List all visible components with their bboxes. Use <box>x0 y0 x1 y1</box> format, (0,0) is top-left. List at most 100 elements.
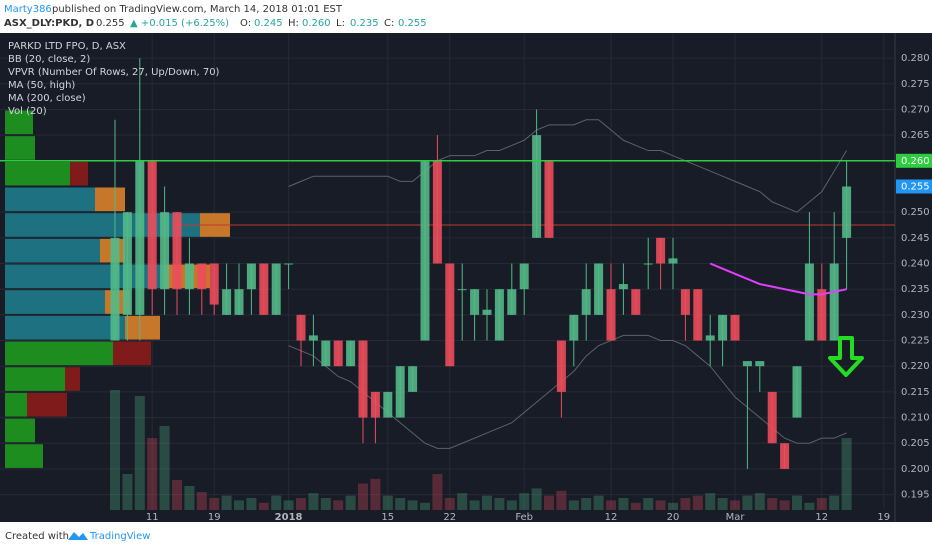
candle-body <box>742 361 752 367</box>
candle-body <box>544 160 554 238</box>
volume-bar <box>382 495 393 510</box>
volume-bar <box>494 498 505 510</box>
volume-bar <box>147 438 158 510</box>
y-tick-label: 0.210 <box>901 413 930 424</box>
brand[interactable]: TradingView <box>89 531 150 542</box>
volume-bar <box>370 478 381 510</box>
candle-body <box>135 160 145 315</box>
candle-body <box>656 237 666 264</box>
profile-down <box>65 367 80 391</box>
legend-item: PARKD LTD FPO, D, ASX <box>8 41 126 52</box>
profile-up <box>5 444 43 468</box>
candle-body <box>507 289 517 315</box>
ohlc-key: H: <box>288 18 299 29</box>
change: ▲ +0.015 (+6.25%) <box>130 18 229 29</box>
candle-body <box>222 289 232 315</box>
candle-body <box>606 289 616 341</box>
candle-body <box>668 258 678 264</box>
volume-bar <box>159 426 170 510</box>
ohlc-key: O: <box>240 18 251 29</box>
candle-body <box>370 391 380 418</box>
candle-body <box>432 160 442 264</box>
bb-upper <box>288 119 848 213</box>
profile-down <box>70 161 88 186</box>
y-tick-label: 0.250 <box>901 207 930 218</box>
y-tick-label: 0.225 <box>901 336 930 347</box>
candle-body <box>730 314 740 341</box>
volume-bar <box>196 492 207 510</box>
volume-bar <box>320 498 331 510</box>
profile-up <box>5 290 105 314</box>
candle-body <box>482 309 492 315</box>
candle-body <box>718 314 728 341</box>
volume-bar <box>209 498 220 510</box>
y-tick-label: 0.195 <box>901 490 930 501</box>
profile-up <box>5 110 33 135</box>
candle-body <box>333 340 343 367</box>
last-price-box <box>896 179 932 194</box>
candle-body <box>383 391 393 418</box>
candle-body <box>631 289 641 315</box>
header-bg <box>0 0 932 33</box>
volume-bar <box>395 498 406 510</box>
volume-bar <box>630 502 641 510</box>
legend-item: MA (50, high) <box>8 80 75 91</box>
candle-body <box>842 186 852 238</box>
volume-bar <box>283 500 294 510</box>
footer-bg <box>0 522 932 550</box>
y-tick-label: 0.215 <box>901 387 930 398</box>
volume-bar <box>717 498 728 510</box>
profile-down <box>95 187 125 212</box>
candle-body <box>792 366 802 418</box>
volume-bar <box>469 500 480 510</box>
author[interactable]: Marty386 <box>4 4 52 15</box>
volume-bar <box>544 495 554 510</box>
ohlc-key: L: <box>336 18 345 29</box>
x-tick-label: 12 <box>815 512 828 523</box>
candle-body <box>470 289 480 315</box>
volume-bar <box>172 480 182 510</box>
candle-body <box>184 263 194 290</box>
y-tick-label: 0.200 <box>901 464 930 475</box>
legend-item: Vol (20) <box>8 106 47 117</box>
candle-body <box>829 263 839 341</box>
x-tick-label: 15 <box>381 512 394 523</box>
candle-body <box>519 263 529 290</box>
volume-bar <box>407 500 418 510</box>
volume-bar <box>345 495 356 510</box>
volume-bar <box>618 498 629 510</box>
y-tick-label: 0.280 <box>901 53 930 64</box>
profile-down <box>27 392 67 417</box>
x-tick-label: 19 <box>877 512 890 523</box>
ohlc-value: 0.235 <box>350 18 379 29</box>
x-tick-label: 19 <box>208 512 221 523</box>
candle-body <box>755 361 765 367</box>
bb-lower <box>288 334 847 449</box>
x-tick-label: 12 <box>605 512 618 523</box>
candle-body <box>494 289 504 341</box>
candle-body <box>693 289 703 341</box>
candle-body <box>680 289 690 315</box>
candle-body <box>780 443 790 469</box>
candle-body <box>321 340 331 367</box>
candle-body <box>408 366 418 392</box>
candle-body <box>308 335 318 341</box>
profile-up <box>5 315 125 340</box>
volume-bar <box>816 498 827 510</box>
y-tick-label: 0.245 <box>901 233 930 244</box>
volume-bar <box>829 495 840 510</box>
legend: PARKD LTD FPO, D, ASX BB (20, close, 2) VP… <box>8 41 220 117</box>
volume-bar <box>568 500 579 510</box>
x-tick-label: 20 <box>667 512 680 523</box>
candle-body <box>569 314 579 341</box>
plot: 0.195 0.200 0.205 0.210 0.215 0.220 0.225 0.230… <box>0 33 932 523</box>
volume-bar <box>110 390 120 510</box>
volume-bar <box>519 493 530 510</box>
candle-body <box>296 314 306 341</box>
volume-bar <box>271 495 282 510</box>
volume-bar <box>705 493 716 510</box>
volume-bar <box>643 498 654 510</box>
price: 0.255 <box>96 18 125 29</box>
volume-bar <box>420 502 430 510</box>
x-tick-label: 11 <box>146 512 159 523</box>
